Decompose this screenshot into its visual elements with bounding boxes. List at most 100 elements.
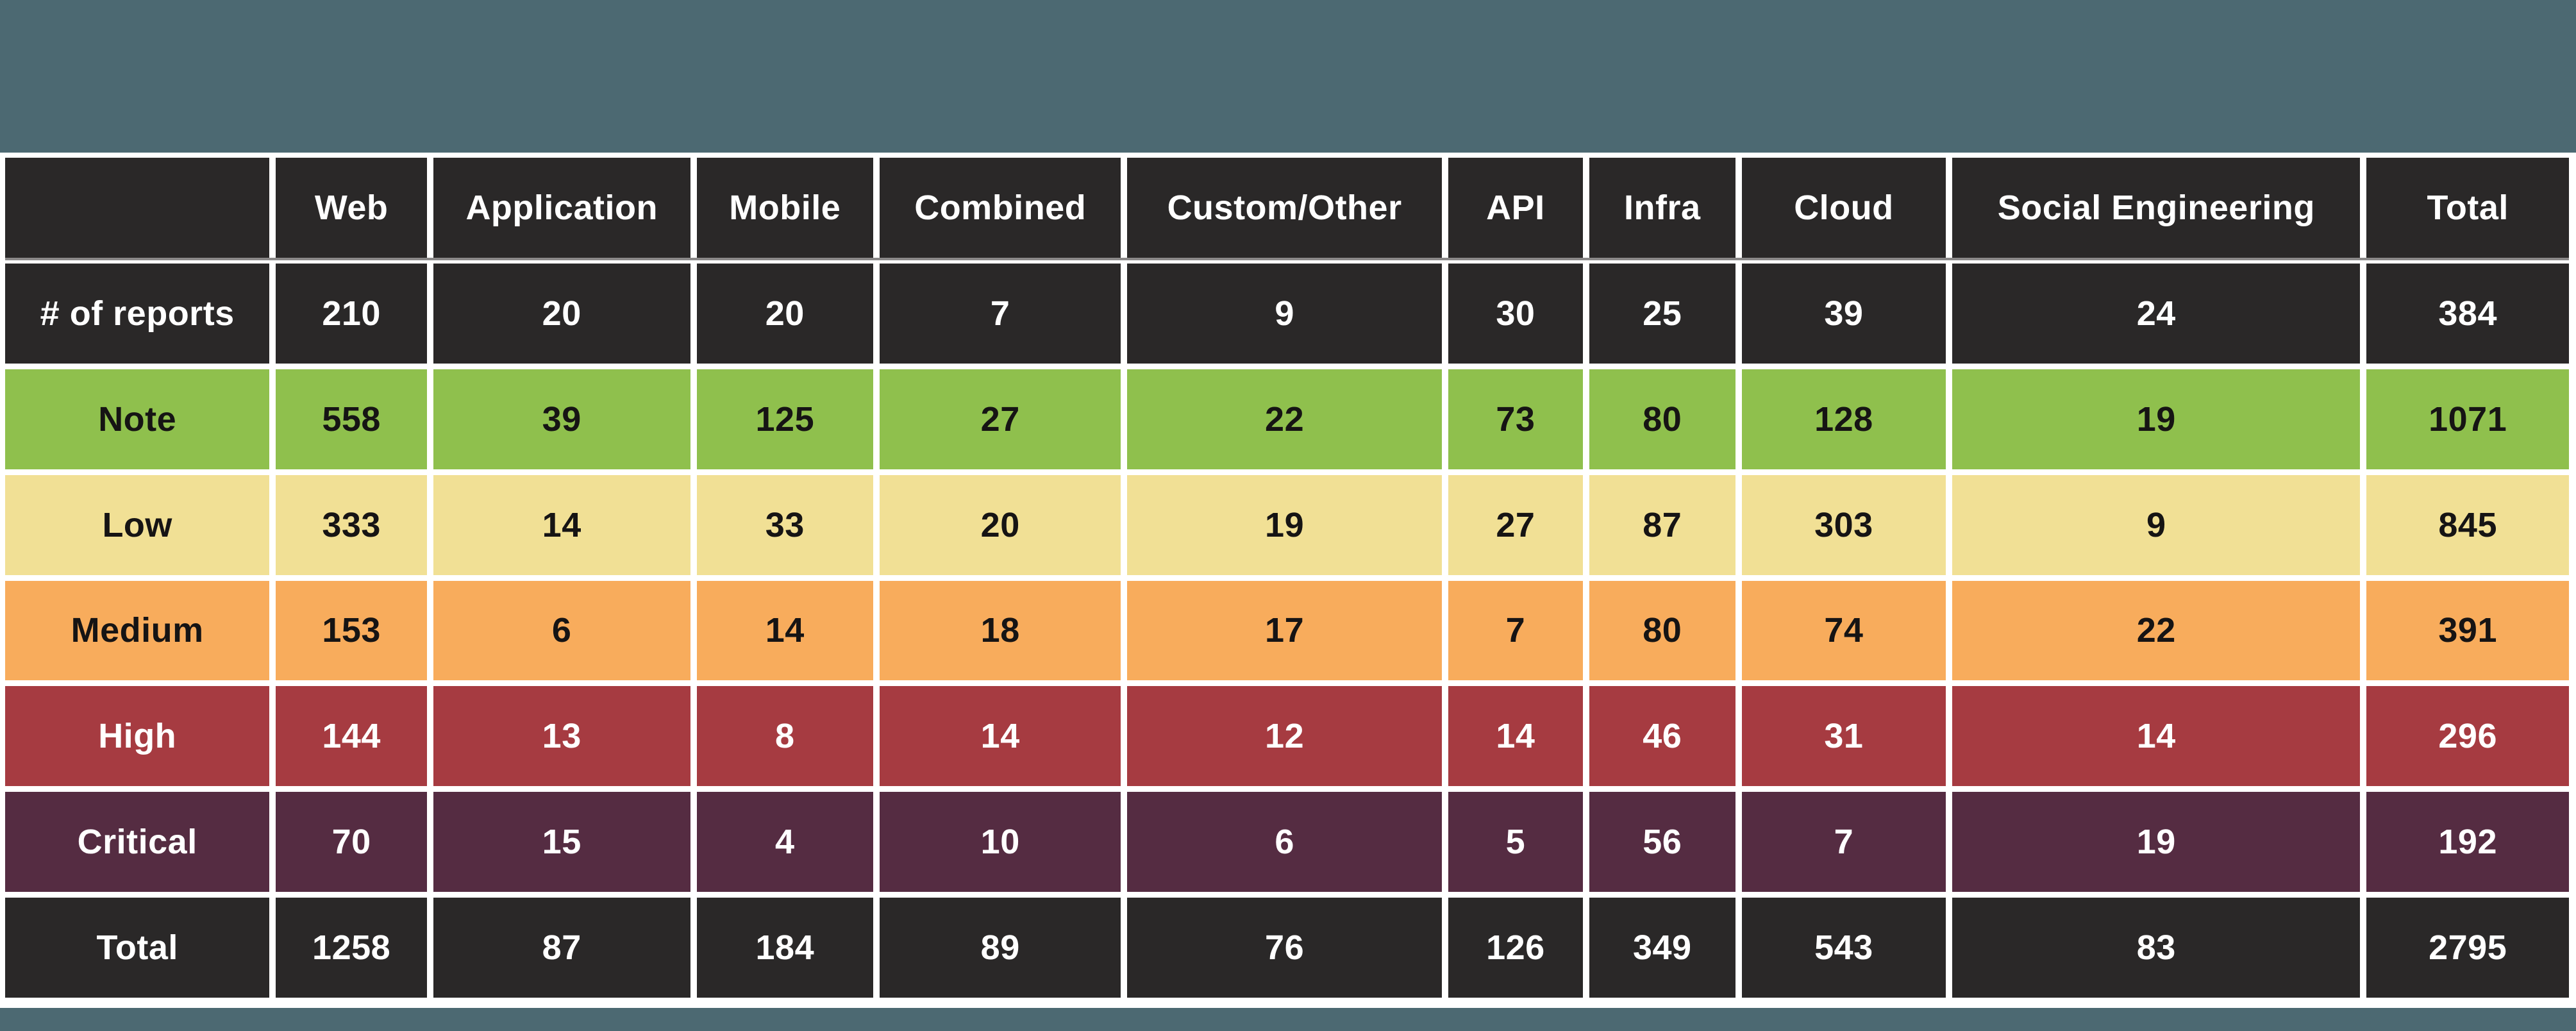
cell-note-total: 1071: [2366, 369, 2569, 469]
cell-low-api: 27: [1448, 474, 1583, 575]
cell-of-reports-cloud: 39: [1741, 263, 1946, 364]
cell-low-custom-other: 19: [1127, 474, 1442, 575]
cell-low-mobile: 33: [696, 474, 874, 575]
cell-medium-social-engineering: 22: [1952, 580, 2361, 681]
cell-high-total: 296: [2366, 686, 2569, 787]
column-header-cloud: Cloud: [1741, 158, 1946, 258]
cell-of-reports-social-engineering: 24: [1952, 263, 2361, 364]
cell-high-application: 13: [433, 686, 690, 787]
row-label-note: Note: [5, 369, 270, 469]
table-row-low: Low 333 14 33 20 19 27 87 303 9 845: [5, 474, 2569, 575]
column-header-application: Application: [433, 158, 690, 258]
row-label-high: High: [5, 686, 270, 787]
cell-medium-api: 7: [1448, 580, 1583, 681]
cell-critical-infra: 56: [1589, 792, 1735, 893]
cell-high-custom-other: 12: [1127, 686, 1442, 787]
cell-total-custom-other: 76: [1127, 898, 1442, 998]
cell-total-web: 1258: [276, 898, 427, 998]
cell-total-total: 2795: [2366, 898, 2569, 998]
cell-medium-web: 153: [276, 580, 427, 681]
cell-of-reports-mobile: 20: [696, 263, 874, 364]
table-row-high: High 144 13 8 14 12 14 46 31 14 296: [5, 686, 2569, 787]
cell-high-infra: 46: [1589, 686, 1735, 787]
cell-total-mobile: 184: [696, 898, 874, 998]
cell-of-reports-infra: 25: [1589, 263, 1735, 364]
cell-high-api: 14: [1448, 686, 1583, 787]
top-banner: [0, 0, 2576, 153]
cell-critical-social-engineering: 19: [1952, 792, 2361, 893]
cell-note-mobile: 125: [696, 369, 874, 469]
cell-total-infra: 349: [1589, 898, 1735, 998]
cell-of-reports-web: 210: [276, 263, 427, 364]
cell-low-infra: 87: [1589, 474, 1735, 575]
table-header-row: Web Application Mobile Combined Custom/Other…: [5, 158, 2569, 260]
cell-low-application: 14: [433, 474, 690, 575]
cell-of-reports-total: 384: [2366, 263, 2569, 364]
cell-medium-combined: 18: [880, 580, 1121, 681]
cell-medium-application: 6: [433, 580, 690, 681]
row-label-critical: Critical: [5, 792, 270, 893]
table-row-of-reports: # of reports 210 20 20 7 9 30 25 39 24 384: [5, 263, 2569, 364]
cell-critical-application: 15: [433, 792, 690, 893]
row-label-total: Total: [5, 898, 270, 998]
cell-critical-web: 70: [276, 792, 427, 893]
cell-total-application: 87: [433, 898, 690, 998]
cell-high-social-engineering: 14: [1952, 686, 2361, 787]
column-header-custom-other: Custom/Other: [1127, 158, 1442, 258]
cell-low-social-engineering: 9: [1952, 474, 2361, 575]
column-header-mobile: Mobile: [696, 158, 874, 258]
table-row-note: Note 558 39 125 27 22 73 80 128 19 1071: [5, 369, 2569, 469]
cell-critical-api: 5: [1448, 792, 1583, 893]
cell-of-reports-custom-other: 9: [1127, 263, 1442, 364]
cell-low-cloud: 303: [1741, 474, 1946, 575]
row-label-low: Low: [5, 474, 270, 575]
column-header-combined: Combined: [880, 158, 1121, 258]
cell-total-cloud: 543: [1741, 898, 1946, 998]
table-row-total: Total 1258 87 184 89 76 126 349 543 83 2795: [5, 898, 2569, 998]
cell-medium-cloud: 74: [1741, 580, 1946, 681]
cell-note-api: 73: [1448, 369, 1583, 469]
column-header-total: Total: [2366, 158, 2569, 258]
cell-note-custom-other: 22: [1127, 369, 1442, 469]
cell-medium-infra: 80: [1589, 580, 1735, 681]
cell-total-social-engineering: 83: [1952, 898, 2361, 998]
row-label-medium: Medium: [5, 580, 270, 681]
row-label-of-reports: # of reports: [5, 263, 270, 364]
cell-of-reports-api: 30: [1448, 263, 1583, 364]
column-header-social-engineering: Social Engineering: [1952, 158, 2361, 258]
cell-low-web: 333: [276, 474, 427, 575]
cell-note-combined: 27: [880, 369, 1121, 469]
severity-by-category-table: Web Application Mobile Combined Custom/Other…: [5, 158, 2569, 998]
column-header-api: API: [1448, 158, 1583, 258]
cell-medium-mobile: 14: [696, 580, 874, 681]
column-header-infra: Infra: [1589, 158, 1735, 258]
cell-low-total: 845: [2366, 474, 2569, 575]
cell-note-application: 39: [433, 369, 690, 469]
cell-high-combined: 14: [880, 686, 1121, 787]
cell-critical-total: 192: [2366, 792, 2569, 893]
cell-high-mobile: 8: [696, 686, 874, 787]
cell-critical-mobile: 4: [696, 792, 874, 893]
table-row-medium: Medium 153 6 14 18 17 7 80 74 22 391: [5, 580, 2569, 681]
cell-high-cloud: 31: [1741, 686, 1946, 787]
cell-note-web: 558: [276, 369, 427, 469]
cell-note-infra: 80: [1589, 369, 1735, 469]
cell-total-api: 126: [1448, 898, 1583, 998]
cell-note-cloud: 128: [1741, 369, 1946, 469]
cell-medium-custom-other: 17: [1127, 580, 1442, 681]
cell-medium-total: 391: [2366, 580, 2569, 681]
cell-total-combined: 89: [880, 898, 1121, 998]
table-row-critical: Critical 70 15 4 10 6 5 56 7 19 192: [5, 792, 2569, 893]
corner-cell: [5, 158, 270, 258]
cell-note-social-engineering: 19: [1952, 369, 2361, 469]
cell-of-reports-application: 20: [433, 263, 690, 364]
cell-critical-cloud: 7: [1741, 792, 1946, 893]
cell-critical-combined: 10: [880, 792, 1121, 893]
bottom-banner: [0, 1008, 2576, 1031]
cell-high-web: 144: [276, 686, 427, 787]
cell-low-combined: 20: [880, 474, 1121, 575]
cell-of-reports-combined: 7: [880, 263, 1121, 364]
column-header-web: Web: [276, 158, 427, 258]
cell-critical-custom-other: 6: [1127, 792, 1442, 893]
